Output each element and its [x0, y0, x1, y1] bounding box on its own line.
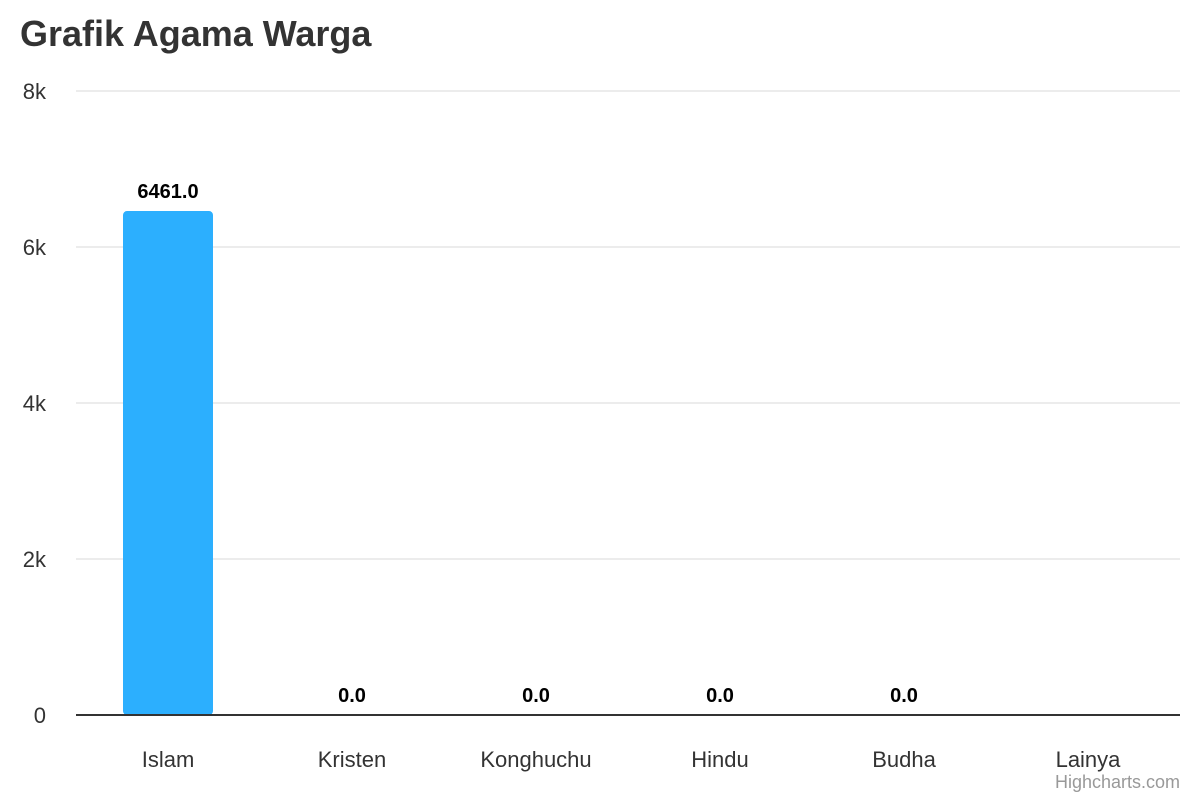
data-label-budha: 0.0 [890, 685, 918, 707]
y-tick-label: 6k [23, 235, 47, 260]
chart-title: Grafik Agama Warga [20, 13, 372, 54]
data-label-hindu: 0.0 [706, 685, 734, 707]
bar-islam[interactable] [123, 211, 213, 716]
credits-link[interactable]: Highcharts.com [1054, 772, 1180, 792]
x-tick-label: Konghuchu [480, 747, 591, 772]
x-tick-label: Hindu [691, 747, 748, 772]
y-tick-label: 0 [34, 703, 46, 728]
x-tick-label: Islam [142, 747, 195, 772]
x-tick-label: Lainya [1056, 747, 1122, 772]
x-tick-label: Kristen [318, 747, 386, 772]
y-tick-label: 2k [23, 547, 47, 572]
y-tick-label: 4k [23, 391, 47, 416]
x-tick-label: Budha [872, 747, 936, 772]
y-tick-label: 8k [23, 79, 47, 104]
data-label-islam: 6461.0 [137, 181, 198, 203]
data-label-kristen: 0.0 [338, 685, 366, 707]
data-label-konghuchu: 0.0 [522, 685, 550, 707]
